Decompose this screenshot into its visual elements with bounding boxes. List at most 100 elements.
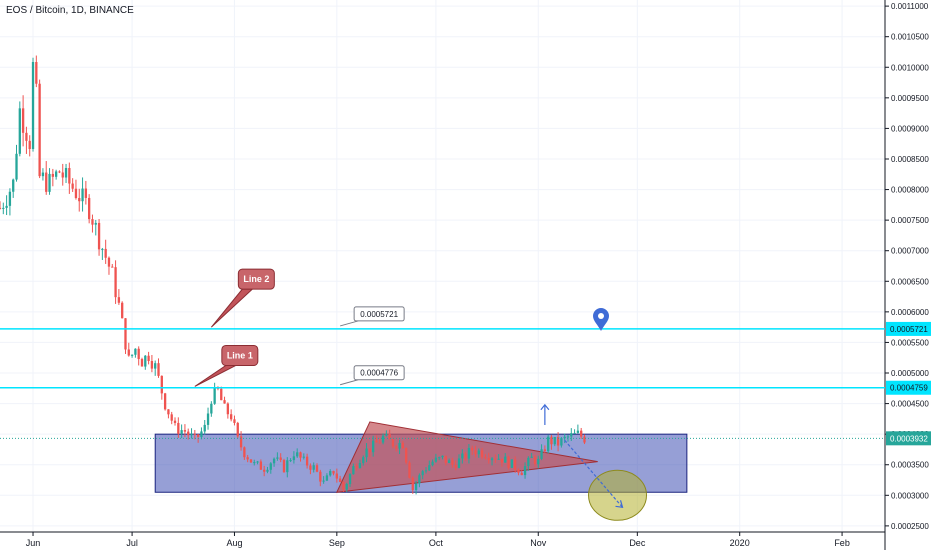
candle-body: [246, 457, 249, 460]
candle-body: [375, 440, 378, 443]
candle-body: [256, 461, 259, 463]
candle-body: [391, 439, 395, 447]
y-tick-label: 0.0011000: [891, 2, 929, 11]
candle-body: [190, 433, 193, 436]
candle-body: [226, 403, 230, 415]
candle-body: [414, 483, 418, 491]
candle-body: [276, 457, 279, 459]
x-tick-label: Dec: [629, 538, 646, 548]
y-tick-label: 0.0010000: [891, 63, 929, 72]
y-tick-label: 0.0008500: [891, 155, 929, 164]
up-arrow-head: [540, 403, 550, 411]
x-tick-label: Aug: [226, 538, 242, 548]
candle-body: [104, 248, 107, 258]
candle-body: [117, 297, 121, 303]
triangle-pattern: [335, 421, 598, 493]
candle-body: [507, 456, 510, 468]
candle-body: [533, 456, 537, 465]
x-tick-label: Feb: [834, 538, 850, 548]
candle-body: [398, 442, 401, 449]
candle-body: [309, 465, 312, 470]
candle-body: [180, 430, 183, 434]
candle-body: [78, 198, 81, 202]
callout-box: [237, 268, 275, 290]
candle-body: [249, 459, 253, 463]
candle-body: [12, 179, 15, 192]
candle-body: [210, 403, 213, 414]
candle-body: [233, 419, 236, 423]
candle-body: [418, 475, 421, 484]
candle-body: [253, 462, 256, 464]
candle-body: [296, 452, 299, 457]
callout-pointer: [194, 364, 237, 387]
candle-body: [305, 456, 309, 466]
candle-body: [490, 458, 494, 461]
y-tick-label: 0.0008000: [891, 186, 929, 195]
candle-body: [239, 436, 243, 448]
candle-body: [25, 132, 28, 141]
candle-body: [236, 422, 239, 437]
candle-body: [457, 458, 461, 468]
candle-body: [438, 457, 441, 459]
candle-body: [299, 452, 302, 458]
candle-body: [504, 456, 507, 463]
candle-body: [355, 466, 358, 469]
candle-body: [556, 436, 560, 446]
candle-body: [64, 168, 68, 178]
candle-body: [322, 480, 325, 482]
candle-body: [45, 172, 48, 192]
candle-body: [480, 450, 484, 458]
candle-body: [269, 463, 272, 470]
candle-body: [467, 447, 471, 459]
y-tick-label: 0.0003500: [891, 461, 929, 470]
candle-body: [111, 266, 114, 268]
down-arrow-head: [615, 500, 624, 509]
candle-body: [520, 472, 523, 476]
candle-body: [451, 460, 454, 465]
candle-body: [140, 359, 144, 367]
candle-body: [385, 433, 388, 436]
candle-body: [54, 171, 58, 177]
location-pin-dot: [598, 312, 605, 319]
x-tick-label: Oct: [429, 538, 444, 548]
candle-body: [312, 465, 315, 470]
hline-axis-tag-bg: [886, 380, 931, 395]
candle-body: [441, 455, 444, 458]
candle-body: [537, 458, 540, 465]
target-ellipse: [588, 469, 648, 521]
candle-body: [206, 413, 210, 425]
candle-body: [134, 348, 137, 355]
candle-body: [173, 420, 177, 423]
candle-body: [580, 430, 583, 437]
candle-body: [368, 448, 372, 453]
candle-body: [319, 471, 322, 482]
candle-body: [530, 456, 533, 458]
candle-body: [15, 153, 18, 180]
candle-body: [358, 463, 362, 469]
candle-body: [28, 140, 31, 150]
candle-body: [401, 442, 405, 449]
candle-body: [513, 459, 517, 470]
candle-body: [477, 450, 480, 455]
candle-body: [484, 457, 487, 459]
candle-body: [213, 387, 216, 404]
candle-body: [553, 436, 556, 445]
candle-body: [302, 456, 305, 458]
candle-body: [497, 458, 500, 460]
hline-axis-tag-bg: [886, 321, 931, 336]
candle-body: [200, 431, 203, 437]
candle-body: [338, 478, 342, 482]
candle-body: [527, 457, 530, 467]
candle-body: [342, 481, 345, 490]
candle-body: [170, 414, 173, 421]
candle-body: [378, 442, 381, 444]
candle-body: [193, 433, 196, 435]
hline-label-pointer: [339, 320, 359, 327]
candle-body: [51, 173, 54, 177]
candle-body: [523, 466, 527, 476]
candle-body: [454, 464, 457, 468]
candle-body: [183, 430, 187, 432]
candle-body: [583, 436, 586, 443]
